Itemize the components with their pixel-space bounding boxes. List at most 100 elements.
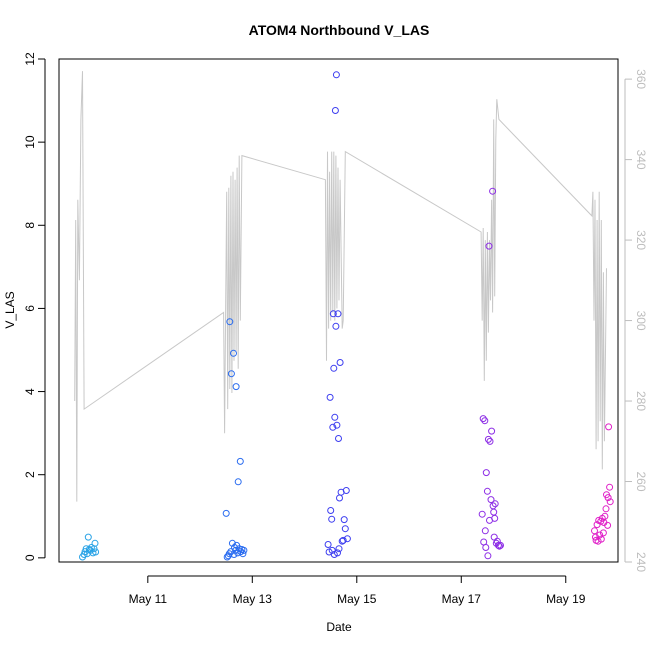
right-axis-series-line [74, 71, 607, 502]
data-point [494, 541, 502, 549]
x-axis-label: Date [326, 620, 352, 634]
data-point [331, 107, 339, 114]
data-point [239, 550, 247, 558]
y-tick-label: 8 [23, 222, 37, 229]
data-point [482, 469, 490, 477]
data-point [228, 539, 236, 547]
data-point [597, 535, 605, 543]
data-point [340, 516, 348, 524]
data-point [234, 478, 242, 486]
data-point [335, 435, 342, 442]
scatter-points [79, 71, 614, 561]
data-point [92, 548, 100, 556]
data-point [489, 187, 497, 195]
y-axis-label: V_LAS [3, 291, 17, 328]
data-point [606, 483, 614, 491]
data-point [330, 364, 338, 372]
data-point [327, 507, 335, 514]
data-point [334, 310, 342, 318]
data-point [604, 494, 612, 502]
data-point [481, 527, 489, 535]
right-y-tick-label: 300 [634, 311, 648, 331]
x-tick-label: May 19 [546, 592, 586, 606]
data-point [490, 508, 498, 516]
data-point [491, 500, 499, 508]
plot-frame [58, 58, 619, 563]
right-y-tick-label: 320 [634, 230, 648, 250]
x-tick-label: May 13 [233, 592, 273, 606]
chart-title: ATOM4 Northbound V_LAS [249, 22, 430, 38]
data-point [236, 457, 244, 465]
y-axis: 0 2 4 6 8 10 12 [23, 52, 46, 561]
data-point [497, 541, 504, 549]
data-point [332, 71, 340, 79]
data-point [82, 545, 90, 553]
data-point [343, 535, 351, 543]
x-tick-label: May 17 [442, 592, 482, 606]
data-point [225, 550, 233, 558]
data-point [486, 437, 494, 445]
right-y-tick-label: 280 [634, 391, 648, 411]
data-point [342, 487, 350, 494]
data-point [332, 322, 340, 330]
data-point [234, 549, 242, 557]
x-tick-label: May 15 [337, 592, 377, 606]
data-point [481, 417, 489, 425]
data-point [495, 542, 503, 550]
data-point [333, 421, 341, 429]
y-tick-label: 0 [23, 554, 37, 561]
data-point [601, 512, 609, 520]
data-point [232, 383, 240, 391]
y-tick-label: 12 [23, 52, 37, 66]
right-y-axis: 240 260 280 300 320 340 360 [624, 69, 648, 572]
y-tick-label: 6 [23, 305, 37, 312]
right-y-tick-label: 240 [634, 552, 648, 572]
data-point [599, 529, 607, 537]
data-point [336, 359, 344, 366]
data-point [226, 318, 234, 326]
right-y-tick-label: 340 [634, 150, 648, 170]
data-point [488, 427, 496, 435]
data-point [483, 487, 491, 495]
data-point [596, 531, 604, 539]
data-point [341, 525, 349, 533]
data-point [91, 539, 99, 547]
series-line [74, 71, 607, 502]
data-point [334, 549, 341, 557]
y-tick-label: 10 [23, 135, 37, 149]
right-y-tick-label: 260 [634, 471, 648, 491]
data-point [484, 435, 492, 443]
data-point [336, 494, 343, 502]
data-point [227, 370, 235, 378]
data-point [339, 536, 347, 544]
data-point [84, 533, 92, 541]
data-point [487, 496, 495, 504]
data-point [331, 413, 339, 421]
data-point [606, 498, 614, 506]
right-y-tick-label: 360 [634, 69, 648, 89]
data-point [491, 514, 499, 522]
data-point [484, 552, 492, 560]
data-point [240, 546, 248, 554]
data-point [479, 415, 487, 423]
data-point [324, 541, 332, 548]
x-tick-label: May 11 [129, 592, 168, 606]
data-point [329, 310, 337, 318]
data-point [478, 510, 486, 518]
data-point [326, 393, 334, 401]
data-point [328, 515, 336, 523]
data-point [329, 423, 337, 431]
y-tick-label: 4 [23, 388, 37, 395]
data-point [604, 521, 612, 529]
data-point [485, 242, 493, 250]
data-point [591, 527, 598, 535]
data-point [490, 533, 498, 541]
data-point [230, 551, 238, 558]
data-point [605, 423, 613, 431]
data-point [230, 349, 237, 357]
y-tick-label: 2 [23, 471, 37, 478]
data-point [222, 509, 230, 517]
x-axis: May 11 May 13 May 15 May 17 May 19 [129, 575, 586, 606]
data-point [482, 544, 490, 551]
